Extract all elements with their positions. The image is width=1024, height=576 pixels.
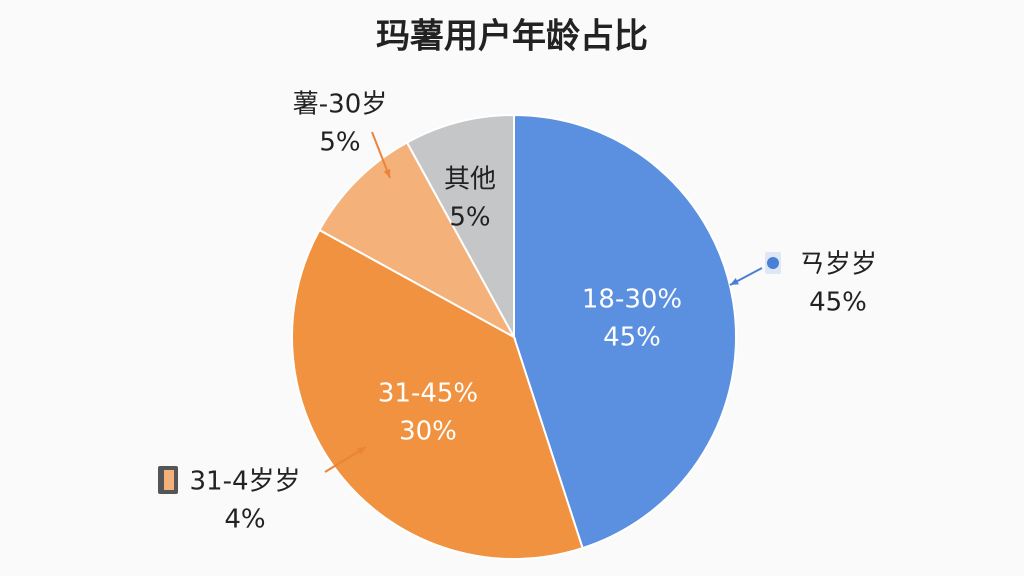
- annotation: 18-30%: [582, 285, 682, 315]
- annotation: 5%: [449, 203, 490, 233]
- callout-arrowhead: [383, 169, 391, 178]
- annotation: 45%: [809, 288, 867, 318]
- callout-arrowhead: [357, 447, 366, 455]
- icon: [767, 257, 779, 269]
- pie-slice: [405, 113, 515, 338]
- pie-slice: [291, 228, 584, 560]
- pie-slice: [318, 141, 517, 340]
- annotation: 其他: [444, 165, 496, 195]
- pie-slice: [513, 113, 737, 550]
- annotation: 4%: [224, 505, 265, 535]
- annotation: 30%: [399, 417, 457, 447]
- annotation: 45%: [603, 323, 661, 353]
- annotation: 31-45%: [378, 379, 478, 409]
- icon: [164, 470, 174, 490]
- annotation: 5%: [319, 128, 360, 158]
- chart-title: 玛薯用户年龄占比: [376, 17, 648, 57]
- annotation: 31-4岁岁: [189, 467, 300, 497]
- annotation: 薯-30岁: [293, 90, 387, 120]
- annotation: ㄢ岁岁: [799, 250, 877, 280]
- callout-arrowhead: [730, 278, 739, 285]
